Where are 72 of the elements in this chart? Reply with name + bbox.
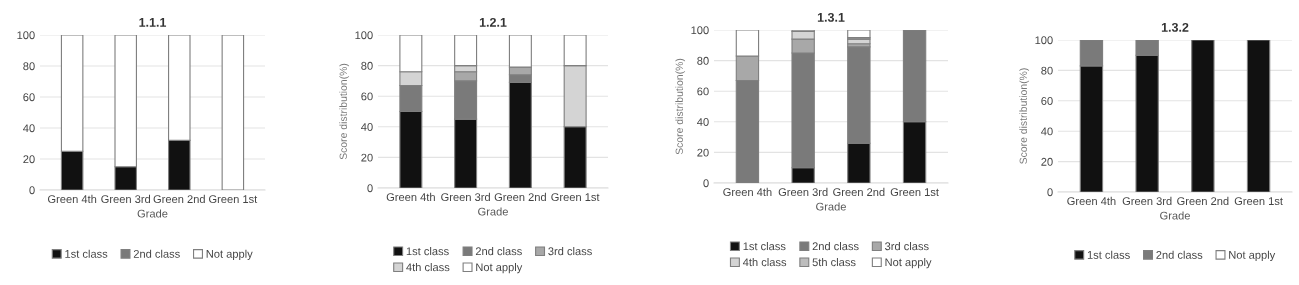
legend-label: Not apply [206,249,253,261]
x-tick-label: Green 2nd [833,187,885,197]
y-axis-title: Score distribution(%) [675,58,686,155]
legend-label: 2nd class [475,247,522,256]
legend-label: Not apply [885,257,932,269]
legend-label: Not apply [476,262,523,274]
x-tick-label: Green 1st [1234,197,1283,206]
y-tick-label: 0 [367,184,373,193]
y-axis-title: Score distribution(%) [339,63,350,160]
x-tick-label: Green 2nd [494,192,546,202]
y-tick-label: 40 [1041,127,1053,136]
legend-label: 1st class [406,247,449,256]
x-tick-label: Green 4th [1067,196,1116,206]
x-axis-title: Grade [137,209,168,218]
chart-title: 1.2.1 [479,17,507,27]
y-tick-label: 0 [1047,188,1053,197]
y-tick-label: 20 [697,148,709,157]
y-tick-label: 80 [23,62,35,71]
x-tick-label: Green 3rd [101,194,151,204]
legend-label: 1st class [743,242,786,251]
y-tick-label: 20 [23,155,35,164]
y-tick-label: 80 [1041,66,1053,75]
legend-label: Not apply [1229,250,1276,262]
legend-label: 4th class [742,257,787,267]
x-tick-label: Green 3rd [778,187,828,197]
y-axis-title: Score distribution(%) [1019,68,1030,164]
y-tick-label: 40 [361,123,373,131]
x-tick-label: Green 2nd [153,194,205,204]
x-tick-label: Green 1st [890,188,939,197]
bar [847,30,871,39]
bar [1191,40,1215,192]
x-axis-title: Grade [478,207,508,216]
legend-label: 2nd class [812,242,859,251]
x-tick-label: Green 3rd [1122,196,1172,206]
bar [221,35,245,190]
y-tick-label: 20 [1041,157,1053,166]
y-tick-label: 60 [697,87,709,96]
legend-label: 2nd class [1156,250,1203,259]
chart-title: 1.3.2 [1161,22,1189,32]
y-tick-label: 20 [361,153,373,162]
y-tick-label: 100 [17,31,35,40]
bar [1246,40,1271,192]
y-tick-label: 0 [703,179,709,188]
chart-title: 1.3.1 [817,12,845,22]
y-tick-label: 40 [23,124,35,133]
chart-title: 1.1.1 [139,18,167,27]
y-tick-label: 80 [361,61,373,70]
x-tick-label: Green 3rd [441,192,490,202]
legend-label: 3rd class [548,247,592,256]
y-tick-label: 80 [697,56,709,65]
y-tick-label: 60 [23,93,35,102]
x-tick-label: Green 2nd [1177,196,1229,206]
x-tick-label: Green 1st [551,193,600,202]
legend-label: 1st class [1087,250,1130,259]
x-axis-title: Grade [816,202,846,211]
x-tick-label: Green 4th [386,192,435,202]
y-tick-label: 100 [355,31,373,40]
x-tick-label: Green 4th [48,194,97,204]
x-axis-title: Grade [1160,211,1190,220]
legend-label: 5th class [812,257,856,267]
y-tick-label: 100 [1035,36,1053,45]
legend-label: 2nd class [133,249,180,258]
x-tick-label: Green 4th [723,187,772,197]
y-tick-label: 60 [361,92,373,101]
legend-label: 4th class [406,262,450,272]
y-tick-label: 100 [691,26,709,35]
legend-label: 1st class [65,249,108,258]
y-tick-label: 0 [29,186,35,195]
x-tick-label: Green 1st [209,195,258,204]
y-tick-label: 40 [697,118,709,126]
y-tick-label: 60 [1041,97,1053,105]
legend-label: 3rd class [885,242,929,251]
